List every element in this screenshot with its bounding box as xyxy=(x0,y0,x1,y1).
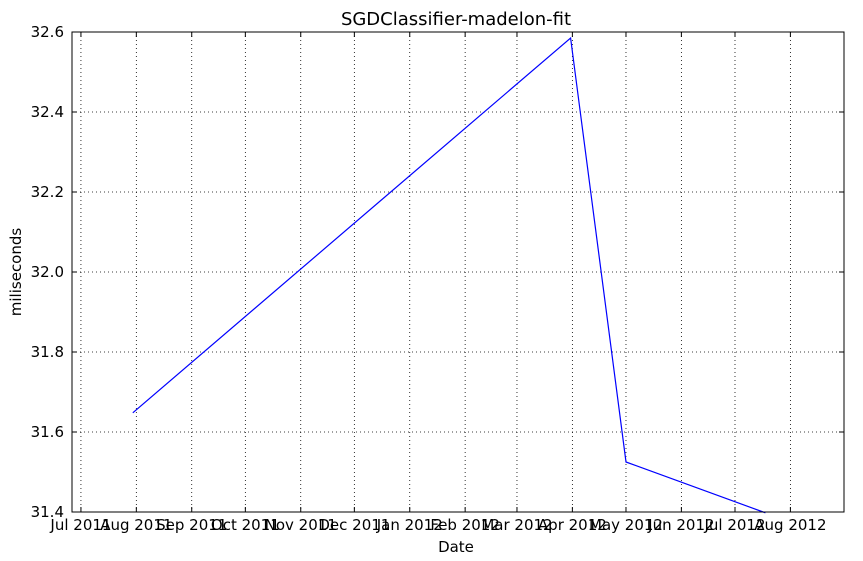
x-tick-label: Aug 2012 xyxy=(754,516,826,534)
x-tick-label: Nov 2011 xyxy=(265,516,337,534)
x-tick-label: May 2012 xyxy=(589,516,663,534)
y-tick-label: 32.4 xyxy=(31,103,64,121)
x-tick-label: Jan 2012 xyxy=(376,516,443,534)
grid-layer xyxy=(72,31,844,513)
y-tick-label: 31.4 xyxy=(31,503,64,521)
chart-title: SGDClassifier-madelon-fit xyxy=(341,9,571,30)
y-tick-label: 31.8 xyxy=(31,343,64,361)
y-tick-label: 32.2 xyxy=(31,183,64,201)
x-tick-label: Jul 2011 xyxy=(49,516,111,534)
x-tick-label: Sep 2011 xyxy=(156,516,227,534)
x-tick-label: Apr 2012 xyxy=(538,516,607,534)
x-tick-label: Dec 2011 xyxy=(318,516,390,534)
x-tick-label: Jul 2012 xyxy=(703,516,765,534)
series-layer xyxy=(132,36,766,514)
y-tick-label: 32.0 xyxy=(31,263,64,281)
y-tick-label: 32.6 xyxy=(31,23,64,41)
x-tick-label: Oct 2011 xyxy=(211,516,280,534)
x-tick-label: Mar 2012 xyxy=(481,516,552,534)
x-tick-label: Aug 2011 xyxy=(100,516,172,534)
y-axis-label: miliseconds xyxy=(7,228,25,317)
series-line xyxy=(132,36,766,514)
y-tick-label: 31.6 xyxy=(31,423,64,441)
x-tick-label: Jun 2012 xyxy=(647,516,714,534)
x-tick-label: Feb 2012 xyxy=(430,516,500,534)
x-axis-label: Date xyxy=(438,538,474,556)
